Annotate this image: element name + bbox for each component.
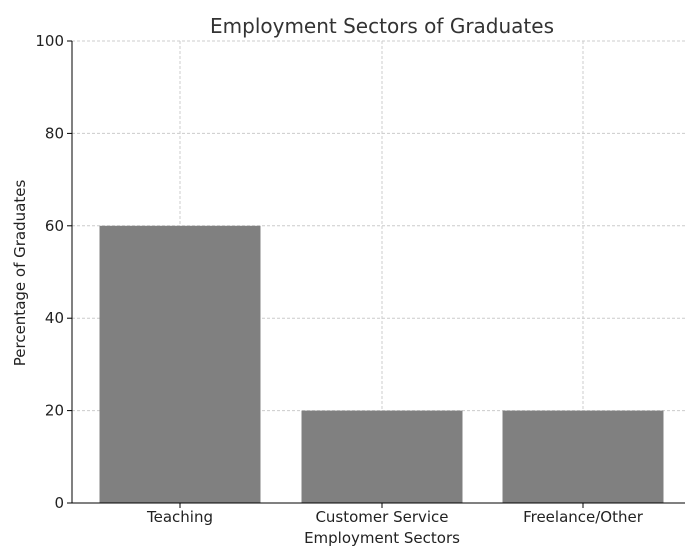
y-tick-label-2: 40 [45, 309, 64, 327]
x-tick-label-1: Customer Service [315, 508, 448, 526]
bars [99, 225, 664, 504]
y-axis-ticks: 0 20 40 60 80 100 [35, 32, 72, 512]
bar-0 [99, 225, 261, 504]
x-tick-label-2: Freelance/Other [523, 508, 644, 526]
y-axis-label: Percentage of Graduates [11, 180, 29, 367]
x-axis-ticks: Teaching Customer Service Freelance/Other [146, 503, 644, 526]
y-tick-label-1: 20 [45, 402, 64, 420]
bar-2 [502, 410, 664, 503]
bar-1 [301, 410, 463, 503]
x-tick-label-0: Teaching [146, 508, 213, 526]
y-tick-label-3: 60 [45, 217, 64, 235]
x-axis-label: Employment Sectors [304, 529, 460, 546]
chart-title: Employment Sectors of Graduates [210, 14, 554, 38]
y-tick-label-4: 80 [45, 124, 64, 142]
y-tick-label-5: 100 [35, 32, 64, 50]
y-tick-label-0: 0 [54, 494, 64, 512]
